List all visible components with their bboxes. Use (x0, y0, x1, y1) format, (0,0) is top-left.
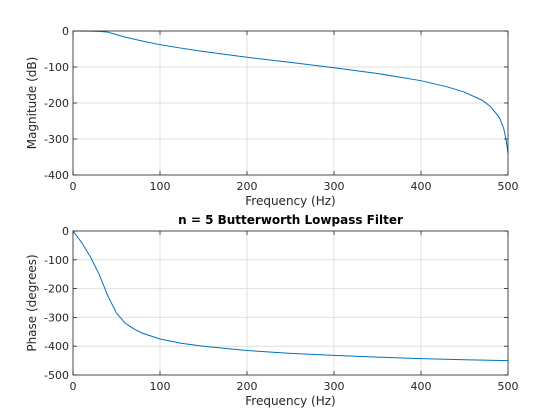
chart1-xtick-label: 400 (411, 180, 432, 193)
chart1-ytick-label: -300 (44, 133, 69, 146)
chart1-ytick-label: 0 (62, 25, 69, 38)
chart2-xtick-label: 500 (498, 380, 519, 393)
chart2-xlabel: Frequency (Hz) (245, 394, 336, 408)
chart2-xtick-label: 100 (150, 380, 171, 393)
chart2-xtick-label: 0 (70, 380, 77, 393)
chart1-xtick-label: 100 (150, 180, 171, 193)
chart1-ytick-label: -400 (44, 169, 69, 182)
chart2-ytick-label: -500 (44, 369, 69, 382)
chart2-ylabel: Phase (degrees) (25, 254, 39, 351)
chart1-ytick-label: -100 (44, 61, 69, 74)
chart2-plot-area (73, 231, 508, 375)
chart2-title: n = 5 Butterworth Lowpass Filter (178, 213, 403, 227)
chart1-xtick-label: 500 (498, 180, 519, 193)
chart2-axes-box (72, 230, 509, 376)
chart2-ytick-label: -400 (44, 340, 69, 353)
chart2-xtick-label: 200 (237, 380, 258, 393)
chart1-axes: 0 100 200 300 400 500 0 -100 -200 -300 -400 Frequen… (25, 25, 519, 208)
chart2-series-line (72, 230, 509, 362)
chart2-axes: 0 100 200 300 400 500 0 -100 -200 -300 -400 -500 Fre… (25, 213, 519, 408)
chart1-xtick-label: 200 (237, 180, 258, 193)
chart1-ytick-label: -200 (44, 97, 69, 110)
chart2-ytick-label: 0 (62, 225, 69, 238)
chart1-xtick-label: 0 (70, 180, 77, 193)
chart2-xtick-label: 400 (411, 380, 432, 393)
chart1-ylabel: Magnitude (dB) (25, 57, 39, 150)
chart1-xtick-label: 300 (324, 180, 345, 193)
chart2-ytick-label: -100 (44, 254, 69, 267)
chart1-xlabel: Frequency (Hz) (245, 194, 336, 208)
chart1-series-line (72, 30, 509, 154)
chart2-ytick-label: -200 (44, 283, 69, 296)
chart2-ytick-label: -300 (44, 311, 69, 324)
chart2-xtick-label: 300 (324, 380, 345, 393)
